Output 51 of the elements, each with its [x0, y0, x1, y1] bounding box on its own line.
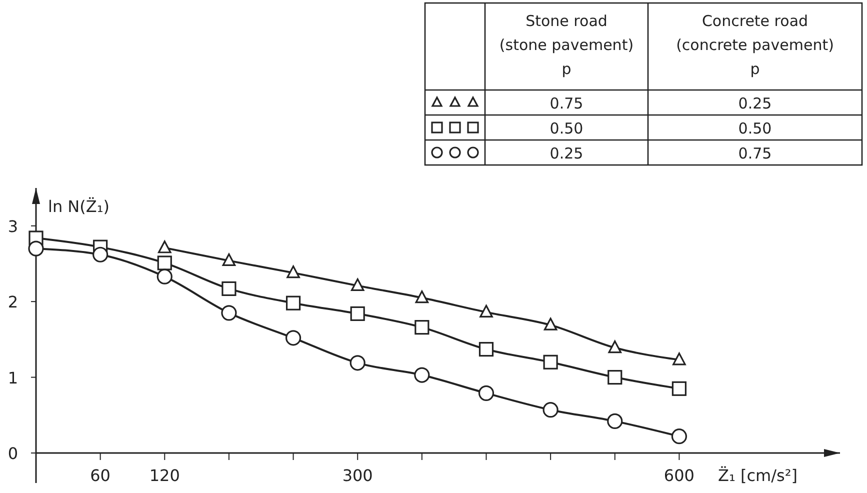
point	[157, 256, 172, 270]
point	[607, 413, 623, 429]
text: 0.75	[550, 94, 584, 112]
text: (stone pavement)	[499, 36, 634, 54]
point	[286, 266, 300, 278]
point	[414, 367, 430, 383]
point	[222, 281, 236, 296]
point	[608, 340, 622, 354]
point	[608, 370, 622, 385]
text: Stone road	[526, 12, 608, 30]
x-tick-label: 300	[342, 466, 373, 485]
point	[92, 246, 108, 262]
point	[543, 354, 558, 370]
point	[672, 381, 686, 396]
point	[672, 352, 686, 366]
point	[286, 296, 301, 310]
point	[478, 385, 494, 401]
x-axis-title: Z̈₁ [cm/s²]	[718, 466, 798, 485]
y-axis-title: ln N(Z̈₁)	[48, 197, 110, 216]
point	[542, 402, 558, 418]
point	[156, 268, 172, 284]
text: Concrete road	[702, 12, 808, 30]
point	[480, 304, 493, 318]
text: 0.50	[738, 120, 772, 138]
y-tick-label: 3	[8, 216, 18, 236]
point	[350, 355, 366, 371]
point	[350, 306, 365, 321]
point	[28, 240, 44, 256]
point	[671, 428, 687, 444]
point	[350, 278, 364, 292]
x-tick-label: 120	[149, 466, 180, 485]
x-tick-label: 600	[664, 466, 694, 485]
point	[221, 305, 237, 321]
text: p	[562, 60, 572, 78]
point	[285, 330, 302, 346]
point	[158, 240, 172, 254]
point	[478, 342, 494, 357]
text: 0.25	[738, 94, 772, 112]
point	[544, 318, 558, 330]
y-tick-label: 0	[8, 444, 18, 463]
x-tick-label: 60	[90, 466, 110, 485]
text: (concrete pavement)	[676, 36, 834, 54]
text: 0.75	[738, 144, 772, 162]
y-tick-label: 1	[8, 368, 18, 388]
point	[222, 253, 236, 266]
point	[414, 320, 430, 335]
point	[415, 290, 429, 304]
y-tick-label: 2	[8, 292, 18, 312]
text: 0.50	[550, 120, 584, 138]
text: p	[750, 60, 760, 78]
text: 0.25	[550, 144, 584, 162]
